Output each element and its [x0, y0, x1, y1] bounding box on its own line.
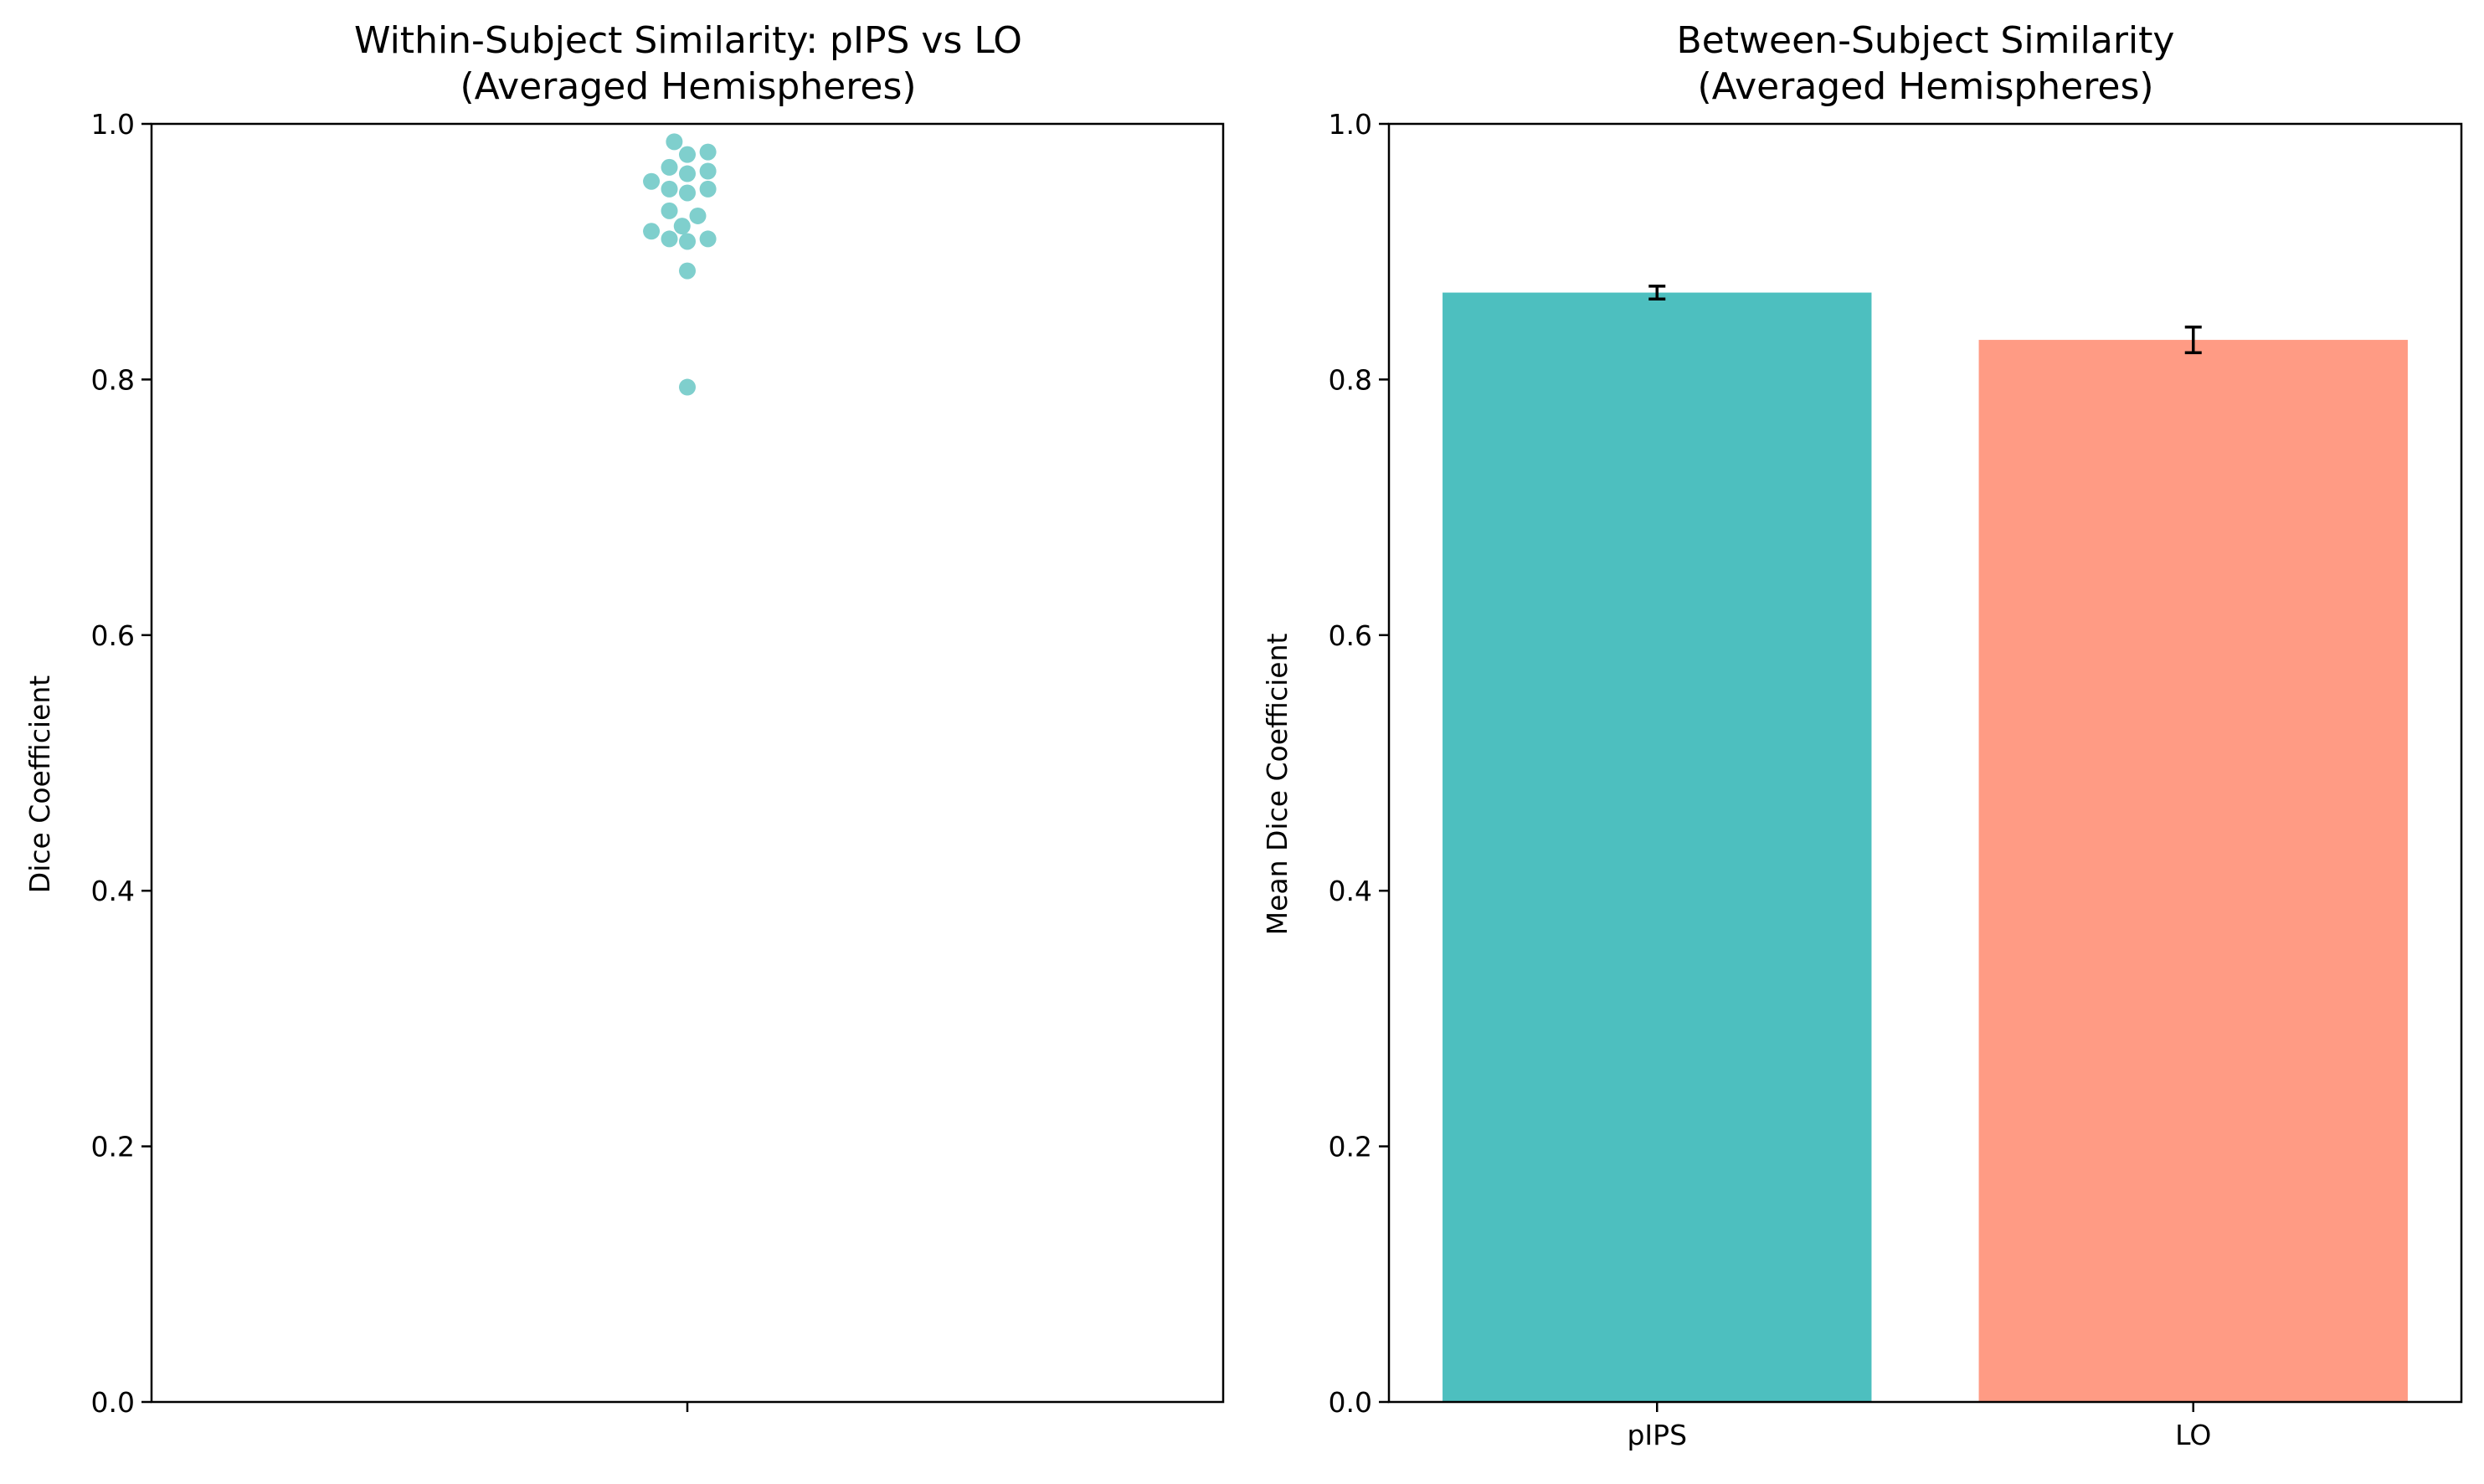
left-axes-frame — [150, 122, 1225, 1404]
scatter-point — [661, 180, 678, 198]
right-y-tick-label: 0.2 — [1329, 1131, 1372, 1163]
left-y-ticks: 0.0 0.2 0.4 0.6 0.8 1.0 — [91, 108, 152, 1419]
right-bars — [1443, 292, 2408, 1403]
left-y-tick-label: 0.8 — [91, 363, 135, 396]
within-subject-chart: Within-Subject Similarity: pIPS vs LO (A… — [23, 19, 1225, 1419]
scatter-point — [661, 230, 678, 248]
bar-lo — [1978, 340, 2408, 1402]
left-y-tick-label: 0.4 — [91, 875, 135, 907]
scatter-point — [643, 223, 661, 240]
left-y-tick-label: 0.2 — [91, 1131, 135, 1163]
scatter-point — [679, 146, 696, 163]
scatter-point — [679, 378, 696, 396]
right-chart-title-line-1: Between-Subject Similarity — [1677, 19, 2175, 62]
left-y-axis-label: Dice Coefficient — [23, 675, 56, 893]
right-y-tick-label: 0.6 — [1329, 619, 1372, 652]
right-chart-title-line-2: (Averaged Hemispheres) — [1697, 65, 2153, 108]
right-y-tick-label: 1.0 — [1329, 108, 1372, 141]
scatter-point — [666, 133, 683, 151]
left-y-tick-label: 1.0 — [91, 108, 135, 141]
right-axes-frame — [1387, 122, 2463, 1404]
scatter-point — [699, 162, 717, 180]
scatter-point — [699, 143, 717, 161]
scatter-point — [643, 172, 661, 190]
right-x-ticks: pIPS LO — [1627, 1402, 2211, 1451]
scatter-point — [699, 230, 717, 248]
right-y-tick-label: 0.4 — [1329, 875, 1372, 907]
left-y-tick-label: 0.6 — [91, 619, 135, 652]
right-y-ticks: 0.0 0.2 0.4 0.6 0.8 1.0 — [1329, 108, 1389, 1419]
right-error-bars — [1648, 285, 2202, 355]
scatter-point — [661, 202, 678, 219]
scatter-point — [679, 165, 696, 182]
right-x-tick-label: LO — [2175, 1419, 2211, 1451]
right-y-axis-label: Mean Dice Coefficient — [1261, 634, 1293, 936]
scatter-point — [679, 233, 696, 250]
scatter-point — [661, 158, 678, 176]
right-y-tick-label: 0.0 — [1329, 1386, 1372, 1419]
between-subject-chart: Between-Subject Similarity (Averaged Hem… — [1261, 19, 2463, 1451]
right-x-tick-label: pIPS — [1627, 1419, 1687, 1451]
left-scatter-points — [643, 133, 717, 396]
left-y-tick-label: 0.0 — [91, 1386, 135, 1419]
scatter-point — [673, 218, 691, 235]
scatter-point — [699, 180, 717, 198]
left-chart-title-line-1: Within-Subject Similarity: pIPS vs LO — [354, 19, 1022, 62]
bar-pips — [1443, 292, 1872, 1403]
scatter-point — [689, 207, 707, 224]
scatter-point — [679, 184, 696, 202]
right-y-tick-label: 0.8 — [1329, 363, 1372, 396]
scatter-point — [679, 262, 696, 280]
left-chart-title-line-2: (Averaged Hemispheres) — [460, 65, 916, 108]
